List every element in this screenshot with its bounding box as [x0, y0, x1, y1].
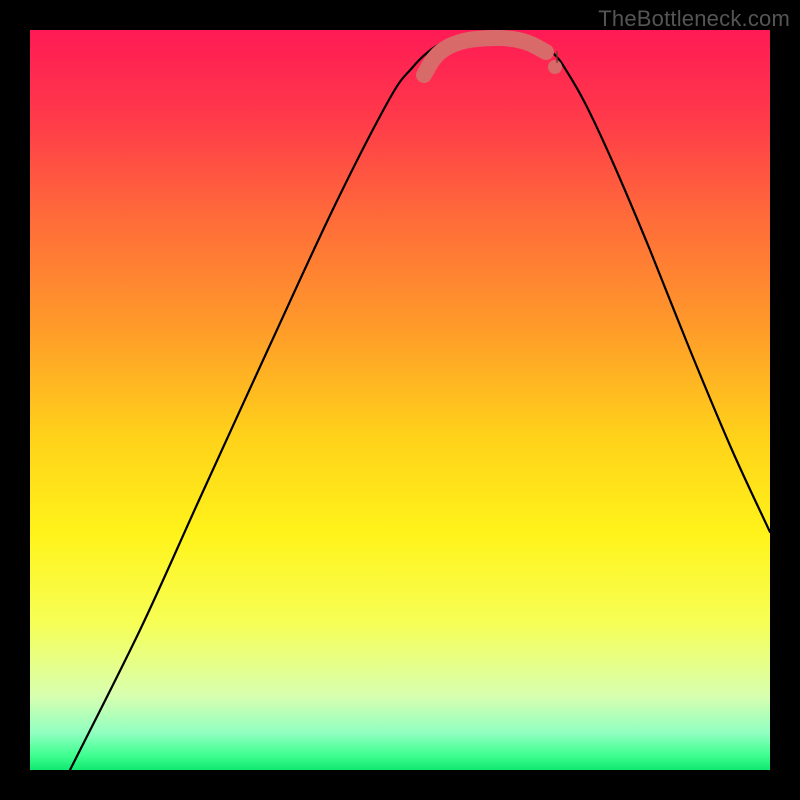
plot-background: [30, 30, 770, 770]
bottleneck-chart: [0, 0, 800, 800]
chart-container: TheBottleneck.com: [0, 0, 800, 800]
